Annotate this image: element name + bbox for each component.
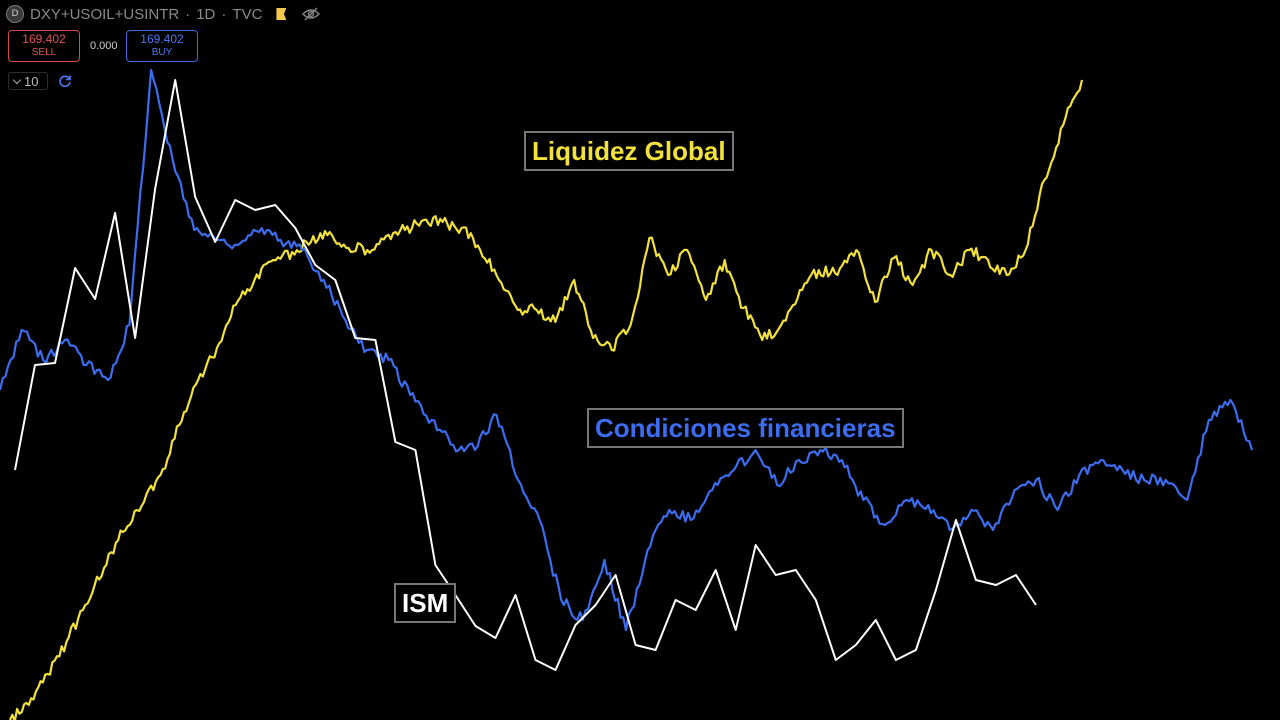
financial-conditions-label: Condiciones financieras bbox=[587, 408, 904, 448]
liquidity-label: Liquidez Global bbox=[524, 131, 734, 171]
flag-icon[interactable] bbox=[276, 8, 287, 20]
quantity-value: 10 bbox=[24, 73, 39, 89]
spread-value: 0.000 bbox=[90, 40, 118, 52]
source-label: TVC bbox=[232, 5, 263, 23]
buy-label: BUY bbox=[151, 47, 173, 58]
interval-label[interactable]: 1D bbox=[196, 5, 216, 23]
quantity-selector[interactable]: 10 bbox=[8, 72, 48, 90]
refresh-icon[interactable] bbox=[58, 74, 72, 88]
buy-button[interactable]: 169.402 BUY bbox=[126, 30, 198, 62]
sell-label: SELL bbox=[31, 47, 57, 58]
sell-button[interactable]: 169.402 SELL bbox=[8, 30, 80, 62]
eye-off-icon[interactable] bbox=[302, 7, 321, 21]
ism-label: ISM bbox=[394, 583, 457, 623]
series-line-ism bbox=[14, 79, 1037, 671]
separator: · bbox=[221, 5, 227, 23]
series-line-condiciones-financieras bbox=[0, 68, 1254, 632]
symbol-name[interactable]: DXY+USOIL+USINTR bbox=[30, 5, 180, 23]
symbol-header: D DXY+USOIL+USINTR · 1D · TVC bbox=[6, 4, 321, 24]
chevron-down-icon bbox=[12, 75, 22, 84]
series-line-liquidez-global bbox=[9, 79, 1084, 720]
buy-price: 169.402 bbox=[140, 32, 184, 46]
separator: · bbox=[185, 5, 191, 23]
sell-price: 169.402 bbox=[22, 32, 66, 46]
symbol-logo-icon: D bbox=[6, 5, 24, 23]
